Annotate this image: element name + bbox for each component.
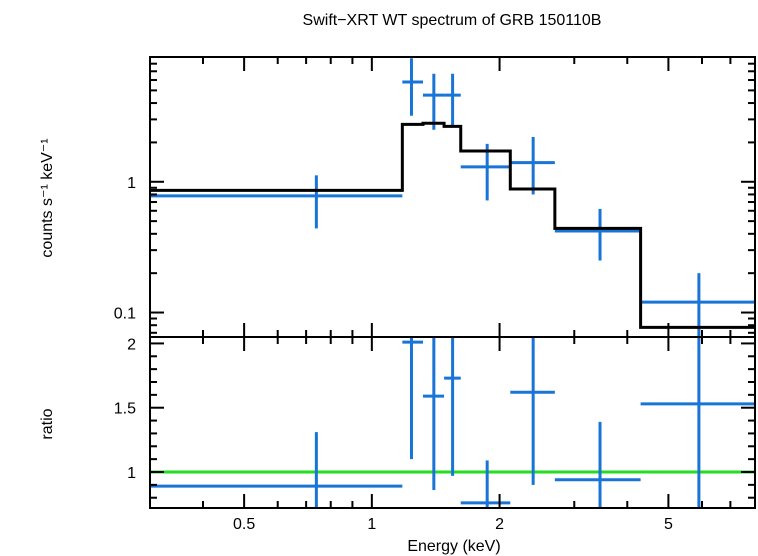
spectrum-y-tick-label-0: 0.1 [114,306,136,323]
spectrum-plot-area [150,58,755,337]
ratio-y-tick-label-1: 1.5 [114,401,136,418]
spectrum-axes: 0.11 [114,56,756,338]
spectrum-panel: 0.11 counts s⁻¹ keV⁻¹ [39,56,756,338]
x-tick-label-1: 1 [367,516,376,533]
ratio-plot-area [150,337,755,508]
spectrum-y-axis-label: counts s⁻¹ keV⁻¹ [39,138,56,257]
ratio-y-axis-label: ratio [39,408,56,439]
ratio-y-tick-label-0: 1 [127,465,136,482]
ratio-frame [149,336,756,509]
x-axis-label: Energy (keV) [407,538,500,555]
x-tick-label-2: 2 [495,516,504,533]
model-step-line [150,121,755,329]
x-tick-label-3: 5 [664,516,673,533]
ratio-y-tick-label-2: 2 [127,336,136,353]
spectrum-y-tick-label-1: 1 [127,175,136,192]
chart-title: Swift−XRT WT spectrum of GRB 150110B [303,12,602,29]
ratio-axes: 0.5 1 2 5 1 1.5 2 [114,336,756,533]
ratio-panel: 0.5 1 2 5 1 1.5 2 ratio Energy (keV) [39,336,756,555]
x-tick-label-0: 0.5 [233,516,255,533]
